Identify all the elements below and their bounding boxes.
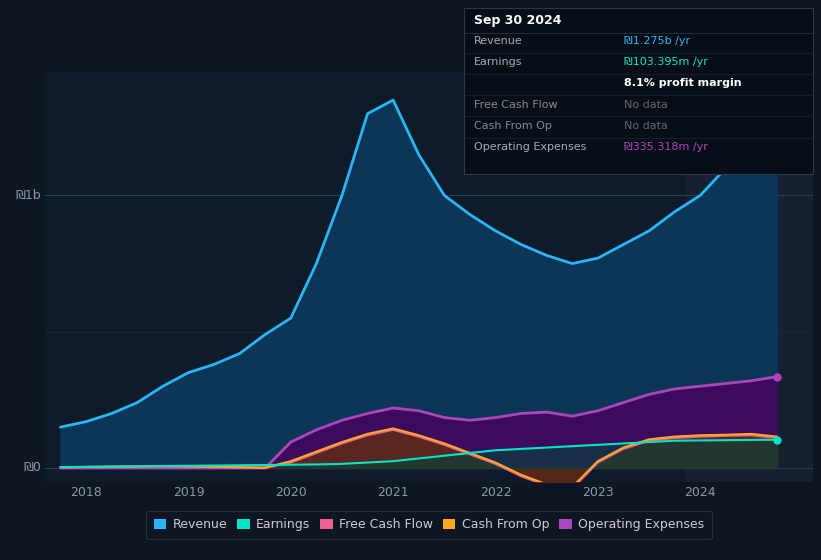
Text: No data: No data (624, 121, 667, 131)
Text: ₪1.275b /yr: ₪1.275b /yr (624, 36, 690, 46)
Text: 8.1% profit margin: 8.1% profit margin (624, 78, 741, 88)
Legend: Revenue, Earnings, Free Cash Flow, Cash From Op, Operating Expenses: Revenue, Earnings, Free Cash Flow, Cash … (146, 511, 712, 539)
Text: Earnings: Earnings (474, 57, 522, 67)
Text: Free Cash Flow: Free Cash Flow (474, 100, 557, 110)
Text: Operating Expenses: Operating Expenses (474, 142, 586, 152)
Text: ₪103.395m /yr: ₪103.395m /yr (624, 57, 708, 67)
Text: ₪0: ₪0 (24, 461, 41, 474)
Bar (685, 73, 821, 482)
Text: Sep 30 2024: Sep 30 2024 (474, 14, 562, 27)
Text: ₪335.318m /yr: ₪335.318m /yr (624, 142, 708, 152)
Text: Cash From Op: Cash From Op (474, 121, 552, 131)
Text: ₪1b: ₪1b (16, 189, 41, 202)
Text: Revenue: Revenue (474, 36, 522, 46)
Text: No data: No data (624, 100, 667, 110)
